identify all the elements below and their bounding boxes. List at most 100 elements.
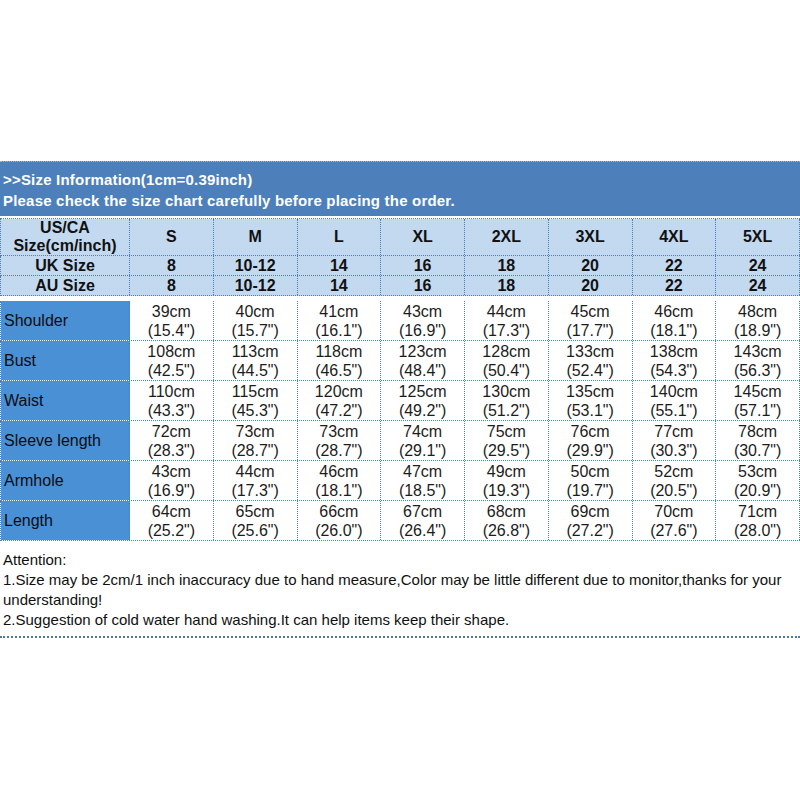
measurement-cm: 120cm (315, 382, 363, 401)
measurement-inch: (42.5") (148, 361, 195, 380)
size-header-cell: XL (381, 219, 465, 255)
measurement-inch: (20.5") (650, 481, 697, 500)
measurement-cm: 145cm (734, 382, 782, 401)
size-header-cell-text: M (248, 228, 261, 246)
measurement-label: Waist (1, 381, 130, 420)
measurement-cell: 77cm(30.3") (633, 421, 717, 460)
uk-size-value: 20 (549, 256, 633, 275)
corner-header-cell: US/CASize(cm/inch) (1, 219, 130, 255)
measurement-inch: (49.2") (399, 401, 446, 420)
measurement-inch: (28.7") (315, 441, 362, 460)
measurement-cell: 138cm(54.3") (633, 341, 717, 380)
measurement-inch: (57.1") (734, 401, 781, 420)
measurement-cell: 76cm(29.9") (549, 421, 633, 460)
attention-note: Attention:1.Size may be 2cm/1 inch inacc… (0, 550, 800, 630)
measurement-cell: 46cm(18.1") (633, 301, 717, 340)
measurement-cm: 70cm (654, 502, 693, 521)
measurement-cell: 68cm(26.8") (465, 501, 549, 540)
measurement-cm: 110cm (148, 382, 195, 401)
measurement-inch: (54.3") (650, 361, 697, 380)
measurement-cm: 41cm (319, 302, 358, 321)
measurement-inch: (28.7") (231, 441, 278, 460)
measurement-cell: 145cm(57.1") (716, 381, 800, 420)
au-size-value-text: 24 (749, 277, 767, 295)
measurement-inch: (28.3") (148, 441, 195, 460)
measurement-inch: (51.2") (483, 401, 530, 420)
measurement-cm: 44cm (236, 462, 275, 481)
size-header-cell: 4XL (633, 219, 717, 255)
measurement-inch: (18.5") (399, 481, 446, 500)
measurement-cm: 135cm (566, 382, 614, 401)
au-size-value: 22 (633, 276, 717, 295)
measurement-inch: (53.1") (566, 401, 613, 420)
measurement-inch: (44.5") (231, 361, 278, 380)
measurement-cell: 73cm(28.7") (214, 421, 298, 460)
uk-size-value: 14 (298, 256, 382, 275)
measurement-inch: (19.3") (483, 481, 530, 500)
measurement-cell: 125cm(49.2") (381, 381, 465, 420)
uk-size-value-text: 22 (665, 257, 683, 275)
size-header-cell: 3XL (549, 219, 633, 255)
measurement-cm: 128cm (482, 342, 530, 361)
measurement-cell: 44cm(17.3") (214, 461, 298, 500)
measurement-cell: 50cm(19.7") (549, 461, 633, 500)
measurement-cell: 43cm(16.9") (130, 461, 214, 500)
banner-title: >>Size Information(1cm=0.39inch) (3, 169, 800, 190)
measurement-label: Armhole (1, 461, 130, 500)
uk-size-value-text: 10-12 (235, 257, 276, 275)
measurement-label-text: Waist (4, 392, 43, 410)
au-size-value-text: 8 (167, 277, 176, 295)
au-size-value: 16 (381, 276, 465, 295)
measurement-cm: 64cm (152, 502, 191, 521)
size-header-cell-text: L (334, 228, 344, 246)
au-size-value-text: 18 (497, 277, 515, 295)
measurement-inch: (27.2") (566, 521, 613, 540)
measurement-cell: 48cm(18.9") (716, 301, 800, 340)
measurement-inch: (56.3") (734, 361, 781, 380)
uk-size-label-text: UK Size (35, 257, 95, 275)
attention-line: understanding! (3, 590, 800, 610)
measurement-cell: 140cm(55.1") (633, 381, 717, 420)
au-size-value: 18 (465, 276, 549, 295)
uk-size-row: UK Size810-12141618202224 (0, 256, 800, 276)
measurement-cm: 46cm (319, 462, 358, 481)
measurement-cm: 71cm (738, 502, 777, 521)
size-header-cell-text: XL (412, 228, 432, 246)
measurement-label-text: Bust (4, 352, 36, 370)
measurement-inch: (25.2") (148, 521, 195, 540)
measurement-cell: 108cm(42.5") (130, 341, 214, 380)
measurement-cell: 133cm(52.4") (549, 341, 633, 380)
measurement-cm: 68cm (487, 502, 526, 521)
uk-size-label: UK Size (1, 256, 130, 275)
measurement-cell: 130cm(51.2") (465, 381, 549, 420)
measurement-cm: 65cm (236, 502, 275, 521)
measurement-cell: 71cm(28.0") (716, 501, 800, 540)
measurement-cell: 123cm(48.4") (381, 341, 465, 380)
attention-line: 2.Suggestion of cold water hand washing.… (3, 610, 800, 630)
measurement-cell: 74cm(29.1") (381, 421, 465, 460)
size-header-cell: M (214, 219, 298, 255)
banner-subtitle: Please check the size chart carefully be… (3, 190, 800, 211)
uk-size-value-text: 18 (497, 257, 515, 275)
uk-size-value: 8 (130, 256, 214, 275)
measurement-cell: 72cm(28.3") (130, 421, 214, 460)
measurement-inch: (30.3") (650, 441, 697, 460)
measurement-cell: 44cm(17.3") (465, 301, 549, 340)
measurement-inch: (26.0") (315, 521, 362, 540)
bottom-dotted-divider (0, 636, 800, 638)
size-info-banner: >>Size Information(1cm=0.39inch) Please … (0, 161, 800, 216)
measurement-cell: 78cm(30.7") (716, 421, 800, 460)
size-header-cell-text: 5XL (743, 228, 772, 246)
size-header-cell-text: 4XL (659, 228, 688, 246)
measurement-row: Shoulder39cm(15.4")40cm(15.7")41cm(16.1"… (0, 301, 800, 341)
measurement-cm: 48cm (738, 302, 777, 321)
measurement-cell: 135cm(53.1") (549, 381, 633, 420)
measurement-inch: (17.3") (483, 321, 530, 340)
measurement-cm: 138cm (650, 342, 698, 361)
measurement-cm: 143cm (734, 342, 782, 361)
au-size-value: 10-12 (214, 276, 298, 295)
measurement-inch: (16.9") (148, 481, 195, 500)
measurement-cm: 49cm (487, 462, 526, 481)
measurement-inch: (25.6") (231, 521, 278, 540)
measurement-row: Waist110cm(43.3")115cm(45.3")120cm(47.2"… (0, 381, 800, 421)
